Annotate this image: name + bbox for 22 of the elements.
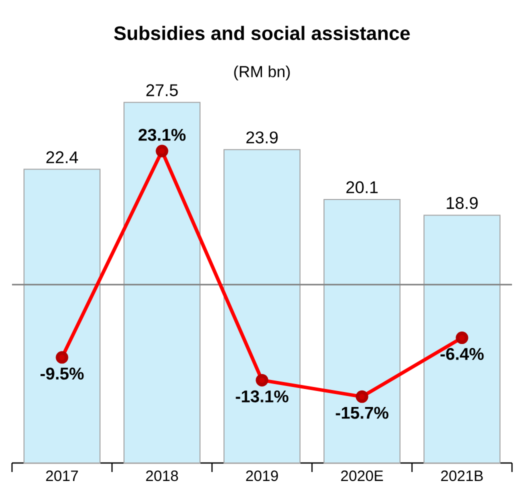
data-label: -13.1% [236,390,288,402]
x-tick-label: 2019 [246,470,278,482]
bar [324,198,401,464]
data-label: 22.4 [46,151,78,164]
chart-title: Subsidies and social assistance [114,26,410,40]
bar [224,149,301,464]
x-tick-label: 2021B [441,470,483,482]
data-label: 23.9 [246,131,278,144]
x-tick-label: 2017 [46,470,78,482]
x-tick-label: 2020E [341,470,383,482]
data-label: -6.4% [440,348,484,360]
data-label: 20.1 [346,181,378,194]
bar [424,214,500,464]
data-label: -15.7% [336,406,388,419]
bar [124,102,201,464]
data-label: 27.5 [146,84,178,96]
data-label: -9.5% [40,368,84,380]
x-tick-label: 2018 [146,470,178,482]
data-label: 18.9 [446,196,478,209]
bar [24,168,101,464]
chart-subtitle: (RM bn) [234,66,290,80]
data-label: 23.1% [138,128,186,141]
